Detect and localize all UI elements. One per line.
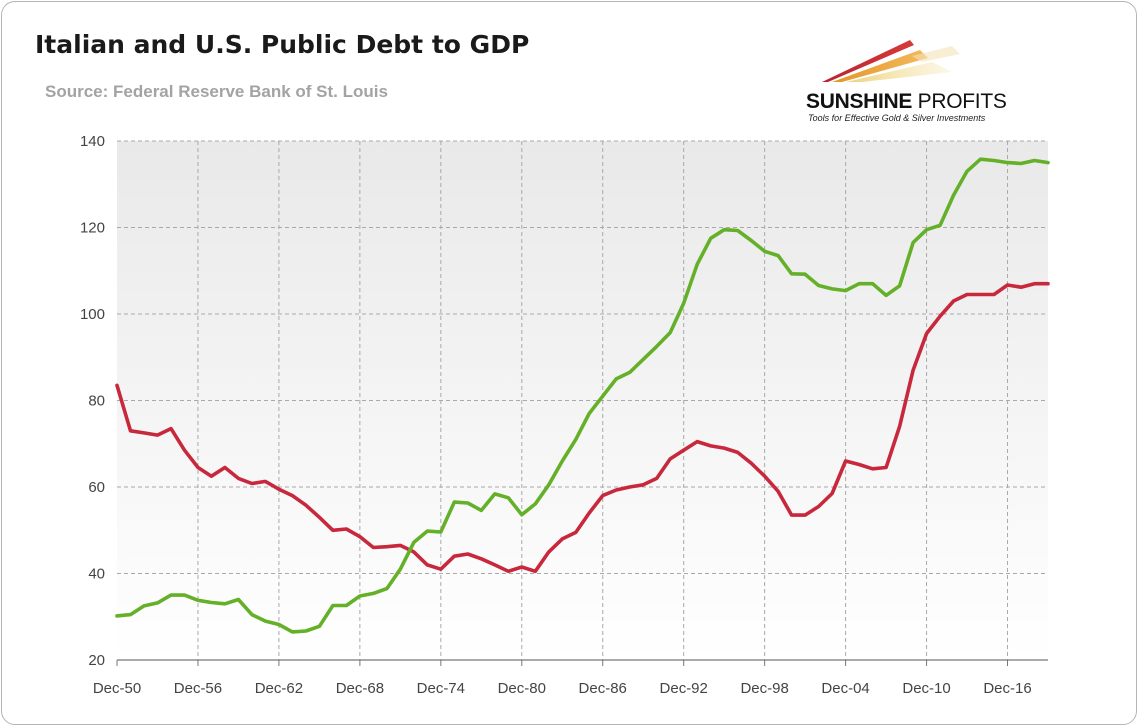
sun-rays-icon (822, 40, 960, 82)
x-tick-label: Dec-68 (336, 680, 384, 697)
axes (116, 659, 1048, 666)
x-tick-label: Dec-50 (93, 680, 141, 697)
y-tick-label: 100 (80, 306, 105, 323)
grid-lines (117, 140, 1048, 660)
x-tick-label: Dec-04 (821, 680, 869, 697)
series-line-1 (115, 281, 1050, 574)
tick-labels: 20 40 60 80 100 120 140 Dec-50 Dec-56 Dec-62 Dec-6… (80, 133, 1032, 697)
y-tick-label: 140 (80, 133, 105, 150)
series-line-2 (115, 157, 1050, 634)
x-tick-label: Dec-86 (579, 680, 627, 697)
x-tick-label: Dec-56 (174, 680, 222, 697)
y-tick-label: 20 (88, 652, 105, 669)
sunshine-profits-logo: SUNSHINE PROFITS Tools for Effective Gol… (802, 36, 1012, 126)
y-tick-label: 120 (80, 220, 105, 237)
x-tick-label: Dec-92 (660, 680, 708, 697)
x-tick-label: Dec-10 (902, 680, 950, 697)
y-tick-label: 40 (88, 566, 105, 583)
y-tick-label: 80 (88, 393, 105, 410)
x-tick-label: Dec-98 (740, 680, 788, 697)
series-lines (115, 157, 1050, 634)
x-tick-label: Dec-80 (498, 680, 546, 697)
logo-name: SUNSHINE PROFITS (806, 90, 1007, 113)
x-tick-label: Dec-62 (255, 680, 303, 697)
x-tick-label: Dec-74 (417, 680, 465, 697)
logo-tagline: Tools for Effective Gold & Silver Invest… (808, 113, 986, 123)
x-tick-label: Dec-16 (983, 680, 1031, 697)
chart-title: Italian and U.S. Public Debt to GDP (35, 30, 530, 59)
y-tick-label: 60 (88, 479, 105, 496)
chart-subtitle: Source: Federal Reserve Bank of St. Loui… (45, 82, 388, 101)
